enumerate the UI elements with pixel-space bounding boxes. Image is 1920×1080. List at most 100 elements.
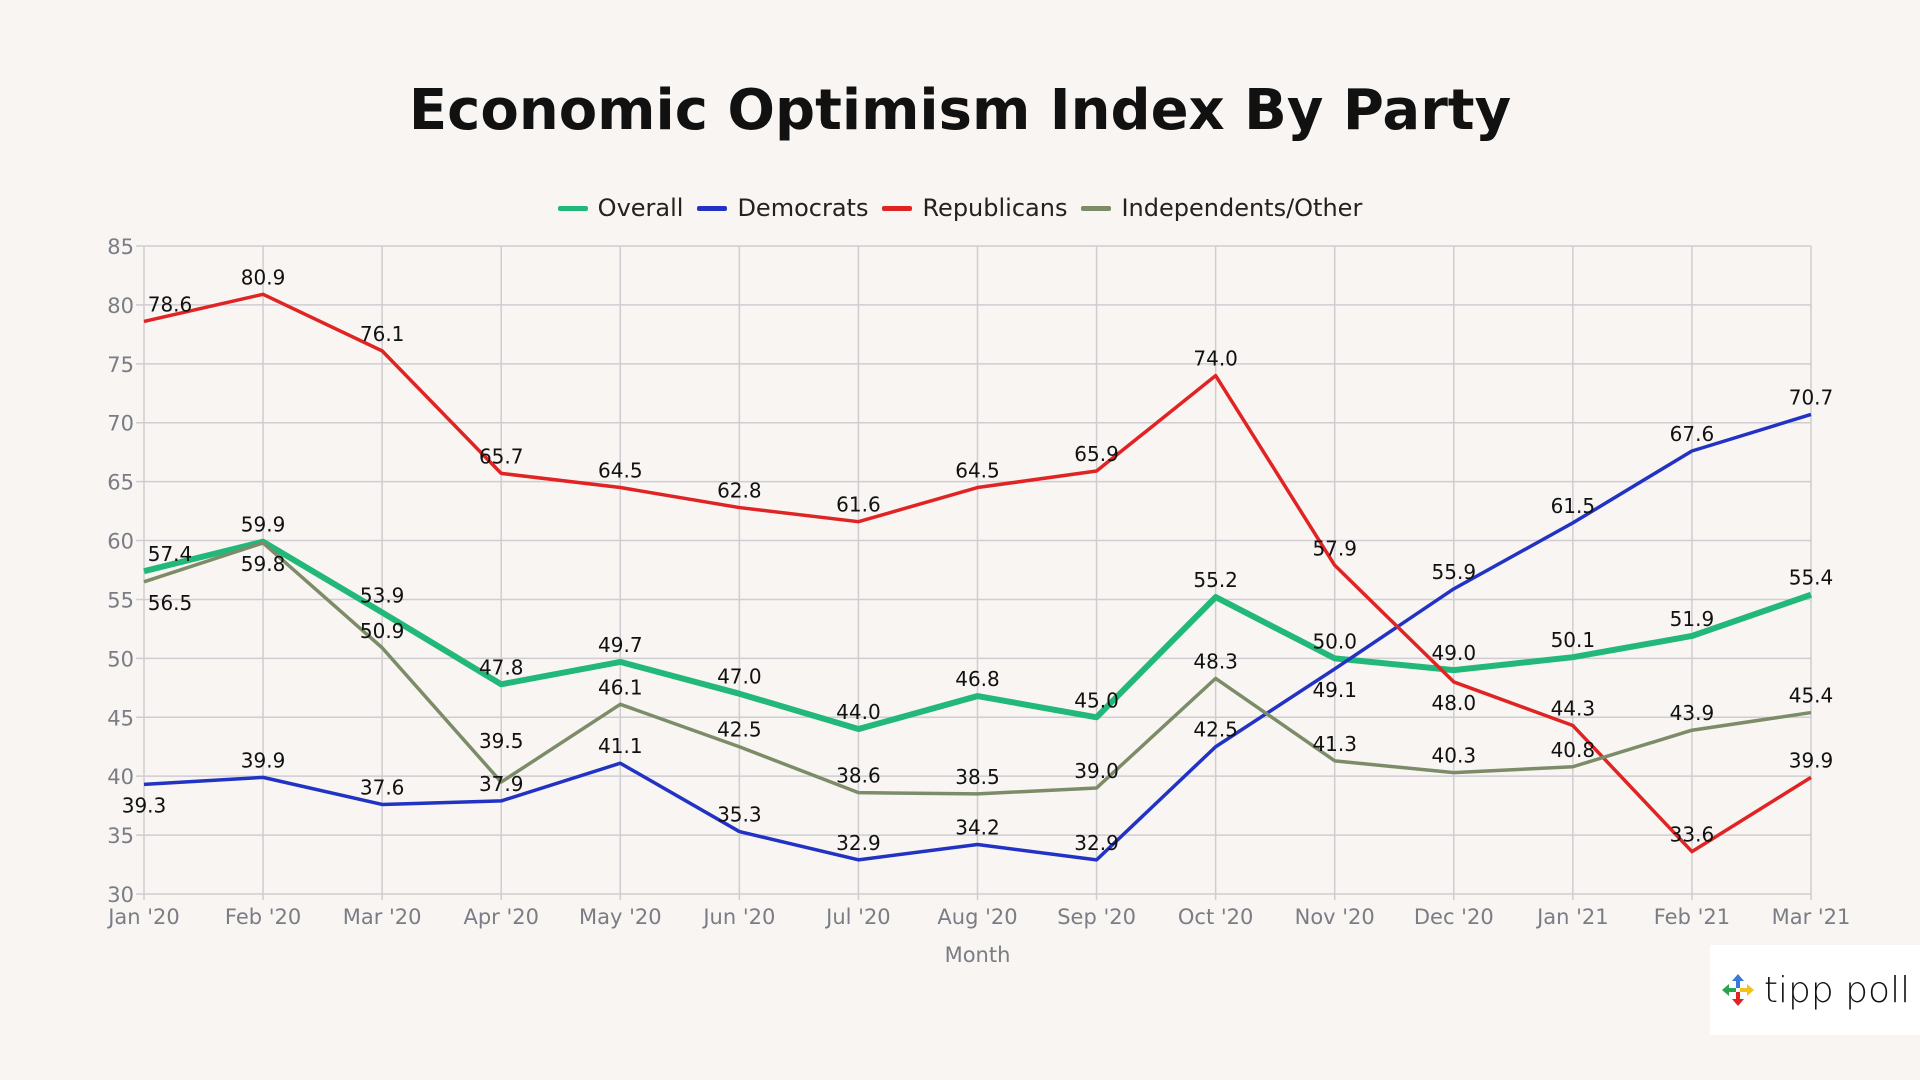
x-tick-label: Jun '20 <box>701 905 775 929</box>
data-label: 51.9 <box>1670 607 1715 631</box>
legend-item[interactable]: Independents/Other <box>1081 194 1362 222</box>
series-line-overall <box>143 538 1812 733</box>
legend-swatch <box>882 205 913 211</box>
legend-swatch <box>1081 205 1112 211</box>
data-label: 55.4 <box>1789 566 1834 590</box>
data-label: 41.1 <box>598 734 643 758</box>
data-label: 59.8 <box>241 552 286 576</box>
data-label: 49.1 <box>1312 678 1357 702</box>
data-label: 61.5 <box>1551 494 1596 518</box>
data-label: 39.9 <box>1789 748 1834 772</box>
data-label: 37.6 <box>360 775 405 799</box>
data-label: 62.8 <box>717 479 762 503</box>
data-label: 49.7 <box>598 633 643 657</box>
data-label: 57.4 <box>148 542 193 566</box>
legend-swatch <box>697 205 728 211</box>
arrows-logo-icon <box>1721 974 1754 1006</box>
data-label: 74.0 <box>1193 347 1238 371</box>
data-label: 61.6 <box>836 493 881 517</box>
legend-item[interactable]: Republicans <box>882 194 1067 222</box>
data-label: 32.9 <box>836 831 881 855</box>
legend-item[interactable]: Overall <box>557 194 684 222</box>
data-label: 59.9 <box>241 513 286 537</box>
data-label: 40.8 <box>1551 738 1596 762</box>
x-tick-label: Jul '20 <box>824 905 891 929</box>
data-label: 65.7 <box>479 444 524 468</box>
y-tick-label: 45 <box>107 706 134 730</box>
data-label: 56.5 <box>148 591 193 615</box>
y-tick-label: 85 <box>107 235 134 259</box>
data-label: 64.5 <box>955 459 1000 483</box>
data-label: 44.0 <box>836 700 881 724</box>
legend-label: Democrats <box>737 194 869 222</box>
data-label: 46.1 <box>598 675 643 699</box>
data-label: 55.2 <box>1193 568 1238 592</box>
data-label: 46.8 <box>955 667 1000 691</box>
data-label: 48.3 <box>1193 649 1238 673</box>
data-label: 47.8 <box>479 655 524 679</box>
y-tick-label: 40 <box>107 765 134 789</box>
data-label: 67.6 <box>1670 422 1715 446</box>
data-label: 50.1 <box>1551 628 1596 652</box>
legend-label: Independents/Other <box>1121 194 1363 222</box>
x-tick-label: Sep '20 <box>1057 905 1136 929</box>
y-tick-label: 35 <box>107 824 134 848</box>
legend-label: Republicans <box>922 194 1068 222</box>
data-label: 53.9 <box>360 583 405 607</box>
data-label: 65.9 <box>1074 442 1119 466</box>
series-line-republicans <box>143 292 1812 854</box>
data-label: 49.0 <box>1432 641 1477 665</box>
y-tick-label: 55 <box>107 588 134 612</box>
x-tick-label: Mar '20 <box>343 905 422 929</box>
data-label: 39.5 <box>479 729 524 753</box>
data-label: 33.6 <box>1670 823 1715 847</box>
x-tick-label: Aug '20 <box>937 905 1017 929</box>
data-label: 39.0 <box>1074 759 1119 783</box>
x-tick-label: Mar '21 <box>1772 905 1851 929</box>
data-label: 47.0 <box>717 665 762 689</box>
legend-item[interactable]: Democrats <box>697 194 868 222</box>
x-tick-label: Jan '21 <box>1535 905 1609 929</box>
x-tick-label: Jan '20 <box>106 905 180 929</box>
logo-text: tipp poll <box>1763 969 1911 1011</box>
legend: Overall Democrats Republicans Independents/… <box>0 194 1920 222</box>
x-tick-label: Dec '20 <box>1414 905 1494 929</box>
y-tick-label: 75 <box>107 353 134 377</box>
data-label: 76.1 <box>360 322 405 346</box>
data-label: 37.9 <box>479 772 524 796</box>
x-tick-label: Oct '20 <box>1178 905 1253 929</box>
data-label: 50.0 <box>1312 629 1357 653</box>
y-tick-label: 50 <box>107 647 134 671</box>
data-label: 57.9 <box>1312 536 1357 560</box>
x-tick-label: May '20 <box>579 905 662 929</box>
data-label: 41.3 <box>1312 732 1357 756</box>
data-label: 50.9 <box>360 619 405 643</box>
y-tick-label: 70 <box>107 412 134 436</box>
data-label: 39.3 <box>122 793 167 817</box>
data-label: 55.9 <box>1432 560 1477 584</box>
x-tick-label: Feb '20 <box>225 905 301 929</box>
y-tick-label: 65 <box>107 471 134 495</box>
x-tick-label: Nov '20 <box>1295 905 1375 929</box>
data-label: 78.6 <box>148 292 193 316</box>
x-tick-label: Apr '20 <box>463 905 539 929</box>
data-label: 38.5 <box>955 765 1000 789</box>
data-label: 39.9 <box>241 748 286 772</box>
x-axis-label: Month <box>945 943 1011 967</box>
data-label: 44.3 <box>1551 697 1596 721</box>
data-label: 45.0 <box>1074 688 1119 712</box>
legend-label: Overall <box>597 194 684 222</box>
data-label: 45.4 <box>1789 684 1834 708</box>
series-line-democrats <box>143 412 1812 862</box>
y-tick-label: 30 <box>107 883 134 907</box>
data-label: 48.0 <box>1432 691 1477 715</box>
data-label: 34.2 <box>955 816 1000 840</box>
data-label: 80.9 <box>241 265 286 289</box>
x-tick-label: Feb '21 <box>1654 905 1730 929</box>
chart-title: Economic Optimism Index By Party <box>408 78 1512 143</box>
data-label: 38.6 <box>836 764 881 788</box>
legend-swatch <box>557 205 588 211</box>
data-label: 35.3 <box>717 803 762 827</box>
data-label: 70.7 <box>1789 385 1834 409</box>
